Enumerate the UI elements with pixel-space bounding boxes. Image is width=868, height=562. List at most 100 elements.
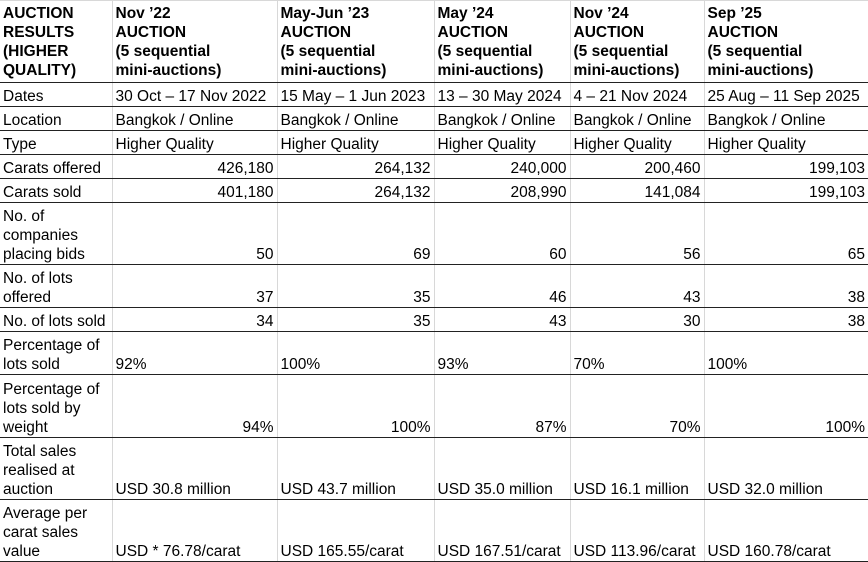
cell-value: 264,132 [276,178,434,203]
column-header: Nov ’22 AUCTION (5 sequential mini-auctions… [111,0,277,83]
table-row: Dates 30 Oct – 17 Nov 2022 15 May – 1 Jun … [0,82,868,107]
table-row: No. of lots sold 34 35 43 30 38 [0,307,868,332]
row-label-line: Location [3,112,62,129]
cell-value: USD * 76.78/carat [111,499,277,562]
cell-value: USD 32.0 million [703,437,868,500]
cell-value: USD 165.55/carat [276,499,434,562]
cell-value: Bangkok / Online [276,106,434,131]
column-header: Nov ’24 AUCTION (5 sequential mini-auctions… [569,0,704,83]
table-row: Total sales realised at auction USD 30.8 mi… [0,437,868,500]
column-header: Sep ’25 AUCTION (5 sequential mini-auctions… [703,0,868,83]
cell-value: Bangkok / Online [433,106,570,131]
row-label: Dates [0,82,112,107]
cell-value: 37 [111,264,277,308]
row-label-line: Total sales [3,443,77,460]
cell-value: 92% [111,331,277,375]
column-header-line4: mini-auctions) [707,62,814,79]
column-header-title: Nov ’24 [573,5,629,22]
table-row: No. of companies placing bids 50 69 60 56 65 [0,202,868,265]
row-label-line: Type [3,136,37,153]
cell-value: Bangkok / Online [111,106,277,131]
row-label: Type [0,130,112,155]
corner-line: QUALITY) [3,62,77,79]
cell-value: 401,180 [111,178,277,203]
cell-value: 200,460 [569,154,704,179]
cell-value: 426,180 [111,154,277,179]
row-label: No. of lots offered [0,264,112,308]
column-header-line3: (5 sequential [437,43,533,60]
cell-value: Bangkok / Online [703,106,868,131]
table-row: Percentage of lots sold by weight 94% 100% 87… [0,374,868,438]
cell-value: 25 Aug – 11 Sep 2025 [703,82,868,107]
cell-value: 30 [569,307,704,332]
column-header-line2: AUCTION [115,24,187,41]
cell-value: Higher Quality [569,130,704,155]
cell-value: USD 16.1 million [569,437,704,500]
cell-value: Higher Quality [433,130,570,155]
row-label-line: Carats offered [3,160,101,177]
column-header-title: Nov ’22 [115,5,171,22]
cell-value: 65 [703,202,868,265]
column-header: May-Jun ’23 AUCTION (5 sequential mini-auct… [276,0,434,83]
row-label-line: placing bids [3,246,85,263]
cell-value: 264,132 [276,154,434,179]
cell-value: 100% [276,374,434,438]
cell-value: 69 [276,202,434,265]
cell-value: 13 – 30 May 2024 [433,82,570,107]
cell-value: 60 [433,202,570,265]
cell-value: Higher Quality [276,130,434,155]
column-header-line4: mini-auctions) [115,62,222,79]
row-label-line: realised at [3,462,75,479]
table-row: Location Bangkok / Online Bangkok / Online… [0,106,868,131]
row-label-line: Percentage of [3,337,100,354]
cell-value: 50 [111,202,277,265]
row-label: Percentage of lots sold [0,331,112,375]
table-row: No. of lots offered 37 35 46 43 38 [0,264,868,308]
table-row: Percentage of lots sold 92% 100% 93% 70% 100% [0,331,868,375]
cell-value: 199,103 [703,154,868,179]
row-label-line: No. of [3,208,45,225]
row-label: Total sales realised at auction [0,437,112,500]
table-row: Carats sold 401,180 264,132 208,990 141,084 1… [0,178,868,203]
column-header: May ’24 AUCTION (5 sequential mini-auctions… [433,0,570,83]
cell-value: 100% [276,331,434,375]
column-header-line4: mini-auctions) [437,62,544,79]
row-label-line: companies [3,227,78,244]
row-label-line: offered [3,289,51,306]
cell-value: 199,103 [703,178,868,203]
cell-value: 4 – 21 Nov 2024 [569,82,704,107]
cell-value: 30 Oct – 17 Nov 2022 [111,82,277,107]
table-row: Average per carat sales value USD * 76.78/c… [0,499,868,562]
cell-value: USD 167.51/carat [433,499,570,562]
cell-value: USD 113.96/carat [569,499,704,562]
cell-value: USD 35.0 million [433,437,570,500]
row-label-line: value [3,543,41,560]
cell-value: 15 May – 1 Jun 2023 [276,82,434,107]
cell-value: 38 [703,264,868,308]
cell-value: 240,000 [433,154,570,179]
corner-header: AUCTION RESULTS (HIGHER QUALITY) [0,0,112,83]
column-header-line4: mini-auctions) [573,62,680,79]
row-label-line: auction [3,481,53,498]
column-header-title: May-Jun ’23 [280,5,370,22]
cell-value: 35 [276,307,434,332]
column-header-line2: AUCTION [573,24,645,41]
row-label-line: No. of lots [3,270,73,287]
cell-value: 46 [433,264,570,308]
cell-value: 35 [276,264,434,308]
row-label: Carats sold [0,178,112,203]
corner-line: RESULTS [3,24,75,41]
cell-value: 43 [569,264,704,308]
cell-value: Higher Quality [703,130,868,155]
corner-line: AUCTION [3,5,74,22]
cell-value: USD 43.7 million [276,437,434,500]
cell-value: 94% [111,374,277,438]
row-label-line: Percentage of [3,381,100,398]
column-header-line3: (5 sequential [280,43,376,60]
cell-value: 93% [433,331,570,375]
cell-value: 38 [703,307,868,332]
row-label: Location [0,106,112,131]
cell-value: 100% [703,374,868,438]
row-label: No. of companies placing bids [0,202,112,265]
row-label-line: lots sold [3,356,60,373]
